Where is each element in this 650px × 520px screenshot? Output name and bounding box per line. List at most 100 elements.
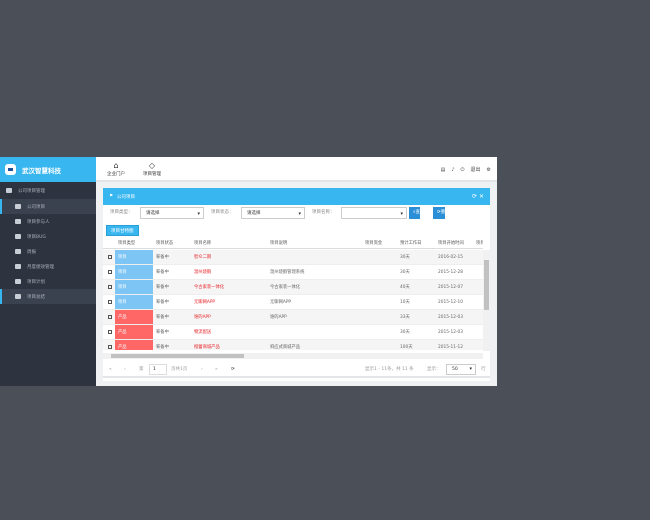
- nav-portal[interactable]: ⌂ 企业门户: [101, 161, 131, 177]
- cell-desc: 无聊网APP: [270, 300, 292, 305]
- status-label: 项目状态：: [211, 210, 234, 215]
- table-row[interactable]: 项目 筹备中 今古家装一体化 今古家装一体化 40天 2015-12-07: [103, 280, 483, 295]
- column-header[interactable]: 项目状态: [156, 241, 174, 246]
- sidebar-item[interactable]: 公司项目: [0, 199, 96, 214]
- cell-type: 项目: [115, 295, 153, 309]
- cell-type: 产品: [115, 310, 153, 324]
- cell-name: 无聊网APP: [194, 300, 216, 305]
- search-button[interactable]: ⌕ 查询: [409, 207, 421, 227]
- home-icon: ⌂: [113, 161, 119, 170]
- project-table: 项目类型项目状态项目名称项目说明项目资金预计工作日项目开始时间项目结项目筹备中智…: [103, 238, 483, 350]
- page-summary: 显示1 - 11条，共 11 条: [365, 367, 414, 372]
- reset-button[interactable]: ⟳ 重置: [433, 207, 446, 227]
- rows-suffix: 行: [481, 367, 486, 372]
- expand-icon[interactable]: [108, 315, 112, 319]
- filter-bar: 项目类型： 请选择 项目状态： 请选择 项目名称： ⌕ 查询 ⟳ 重置: [103, 207, 490, 227]
- cell-start: 2015-12-28: [438, 269, 463, 275]
- close-icon[interactable]: ✕: [478, 193, 484, 200]
- expand-icon[interactable]: [108, 300, 112, 304]
- show-label: 显示：: [427, 367, 441, 372]
- sidebar-item-label: 公司项目: [27, 204, 45, 210]
- page-prefix: 第: [139, 367, 144, 372]
- menu-icon: [15, 204, 21, 209]
- gear-icon[interactable]: ⚙: [486, 166, 491, 173]
- sidebar-item[interactable]: 项目BUG: [0, 229, 96, 244]
- bell-icon[interactable]: ♪: [451, 166, 455, 173]
- gantt-button[interactable]: 项目甘特图: [106, 225, 139, 236]
- sidebar-item-label: 项目计划: [27, 279, 45, 285]
- cell-fund: [362, 250, 397, 264]
- column-header[interactable]: 项目说明: [270, 241, 288, 246]
- type-select[interactable]: 请选择: [140, 207, 204, 220]
- table-row[interactable]: 产品 筹备中 物流配送 30天 2015-12-03: [103, 325, 483, 340]
- expand-icon[interactable]: [108, 270, 112, 274]
- page-input[interactable]: 1: [149, 364, 167, 375]
- cell-desc: [267, 325, 362, 339]
- flag-icon: [6, 188, 12, 193]
- prev-page-button[interactable]: ‹: [124, 367, 126, 372]
- cell-status: 筹备中: [156, 315, 169, 320]
- expand-icon[interactable]: [108, 330, 112, 334]
- menu-icon: [15, 294, 21, 299]
- first-page-button[interactable]: «: [109, 367, 112, 372]
- table-row[interactable]: 产品 筹备中 谁的APP 谁的APP 33天 2015-12-03: [103, 310, 483, 325]
- table-row[interactable]: 项目 筹备中 温州烧鹅 温州烧鹅管理系统 30天 2015-12-28: [103, 265, 483, 280]
- sidebar: 武汉智慧科技 公司项目管理 公司项目 项目参与人 项目BUG 周报 月度绩效管理 项目计划…: [0, 157, 96, 386]
- horizontal-scrollbar[interactable]: [103, 353, 483, 359]
- sidebar-item[interactable]: 项目参与人: [0, 214, 96, 229]
- message-icon[interactable]: ▤: [440, 166, 446, 173]
- last-page-button[interactable]: »: [215, 367, 218, 372]
- type-label: 项目类型：: [110, 210, 133, 215]
- cell-days: 30天: [400, 270, 410, 275]
- column-header[interactable]: 项目结: [476, 241, 483, 246]
- sidebar-item[interactable]: 周报: [0, 244, 96, 259]
- cell-start: 2015-12-03: [438, 314, 463, 320]
- menu-icon: [15, 279, 21, 284]
- sidebar-group[interactable]: 公司项目管理: [0, 182, 96, 199]
- logout-link[interactable]: 退出: [470, 167, 481, 173]
- next-page-button[interactable]: ›: [201, 367, 203, 372]
- name-label: 项目名称：: [312, 210, 335, 215]
- page-suffix: 页共1页: [171, 367, 188, 372]
- cell-fund: [362, 265, 397, 279]
- search-label: 查询: [415, 210, 421, 227]
- sidebar-item-label: 月度绩效管理: [27, 264, 54, 270]
- expand-icon[interactable]: [108, 345, 112, 349]
- nav-project[interactable]: ◇ 项目管理: [137, 161, 167, 177]
- column-header[interactable]: 项目资金: [365, 241, 383, 246]
- reload-icon[interactable]: ⟳: [231, 367, 235, 372]
- cell-name: 智众二期: [194, 255, 212, 260]
- column-header[interactable]: 项目开始时间: [438, 241, 464, 246]
- cell-status: 筹备中: [156, 300, 169, 305]
- cell-type: 产品: [115, 325, 153, 339]
- cell-start: 2015-12-10: [438, 299, 463, 305]
- expand-icon[interactable]: [108, 285, 112, 289]
- column-header[interactable]: 预计工作日: [400, 241, 422, 246]
- cell-status: 筹备中: [156, 285, 169, 290]
- name-input[interactable]: [341, 207, 407, 220]
- status-select[interactable]: 请选择: [241, 207, 305, 220]
- sidebar-item[interactable]: 项目总结: [0, 289, 96, 304]
- page-size-select[interactable]: 50: [446, 364, 476, 375]
- cell-type: 产品: [115, 340, 153, 350]
- column-header[interactable]: 项目类型: [118, 241, 136, 246]
- cell-desc: 温州烧鹅管理系统: [270, 270, 305, 275]
- cell-name: 今古家装一体化: [194, 285, 225, 290]
- cell-fund: [362, 280, 397, 294]
- reset-label: 重置: [440, 210, 446, 227]
- table-row[interactable]: 产品 筹备中 橙蕾商城产品 响应式商城产品 100天 2015-11-12: [103, 340, 483, 350]
- table-row[interactable]: 项目 筹备中 无聊网APP 无聊网APP 10天 2015-12-10: [103, 295, 483, 310]
- cell-desc: 谁的APP: [270, 315, 287, 320]
- cell-days: 40天: [400, 285, 410, 290]
- sidebar-item[interactable]: 项目计划: [0, 274, 96, 289]
- refresh-icon[interactable]: ⟳: [472, 193, 478, 200]
- cell-fund: [362, 295, 397, 309]
- power-icon[interactable]: ⏻: [460, 166, 465, 173]
- sidebar-item[interactable]: 月度绩效管理: [0, 259, 96, 274]
- cell-start: 2015-11-12: [438, 344, 463, 350]
- cell-type: 项目: [115, 250, 153, 264]
- expand-icon[interactable]: [108, 255, 112, 259]
- vertical-scrollbar[interactable]: [483, 250, 490, 351]
- column-header[interactable]: 项目名称: [194, 241, 212, 246]
- table-row[interactable]: 项目 筹备中 智众二期 30天 2016-02-15: [103, 250, 483, 265]
